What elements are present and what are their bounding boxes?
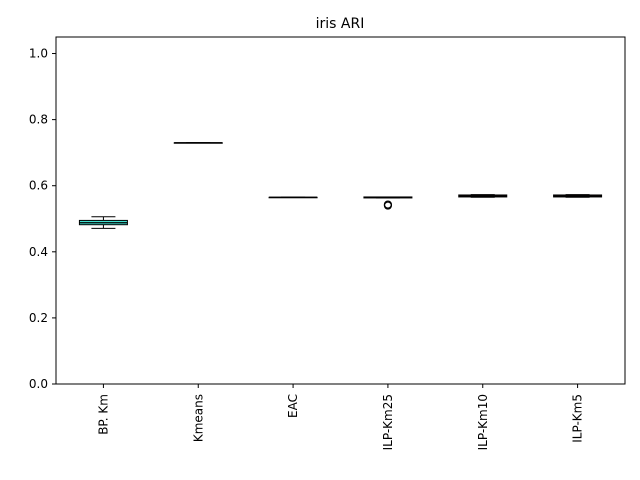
x-tick-label-kmeans: Kmeans xyxy=(191,394,205,442)
y-tick-label-0: 0.0 xyxy=(29,377,48,391)
x-tick-label-bp-km: BP. Km xyxy=(96,394,110,435)
plot-area: 0.0 0.2 0.4 0.6 0.8 1.0 BP. Km Kmeans EAC ILP-Km2… xyxy=(29,36,626,450)
axes-frame xyxy=(55,36,626,385)
x-tick-label-ilp-km10: ILP-Km10 xyxy=(476,394,490,450)
x-tick-label-ilp-km25: ILP-Km25 xyxy=(381,394,395,450)
chart-title: iris ARI xyxy=(316,16,365,32)
y-tick-label-3: 0.6 xyxy=(29,179,48,193)
outlier-ilp-km25-1 xyxy=(383,200,393,209)
y-tick-label-2: 0.4 xyxy=(29,245,48,259)
y-tick-label-4: 0.8 xyxy=(29,113,48,127)
y-tick-label-5: 1.0 xyxy=(29,47,48,61)
x-tick-label-ilp-km5: ILP-Km5 xyxy=(571,394,585,443)
x-tick-label-eac: EAC xyxy=(286,394,300,418)
y-tick-label-1: 0.2 xyxy=(29,311,48,325)
